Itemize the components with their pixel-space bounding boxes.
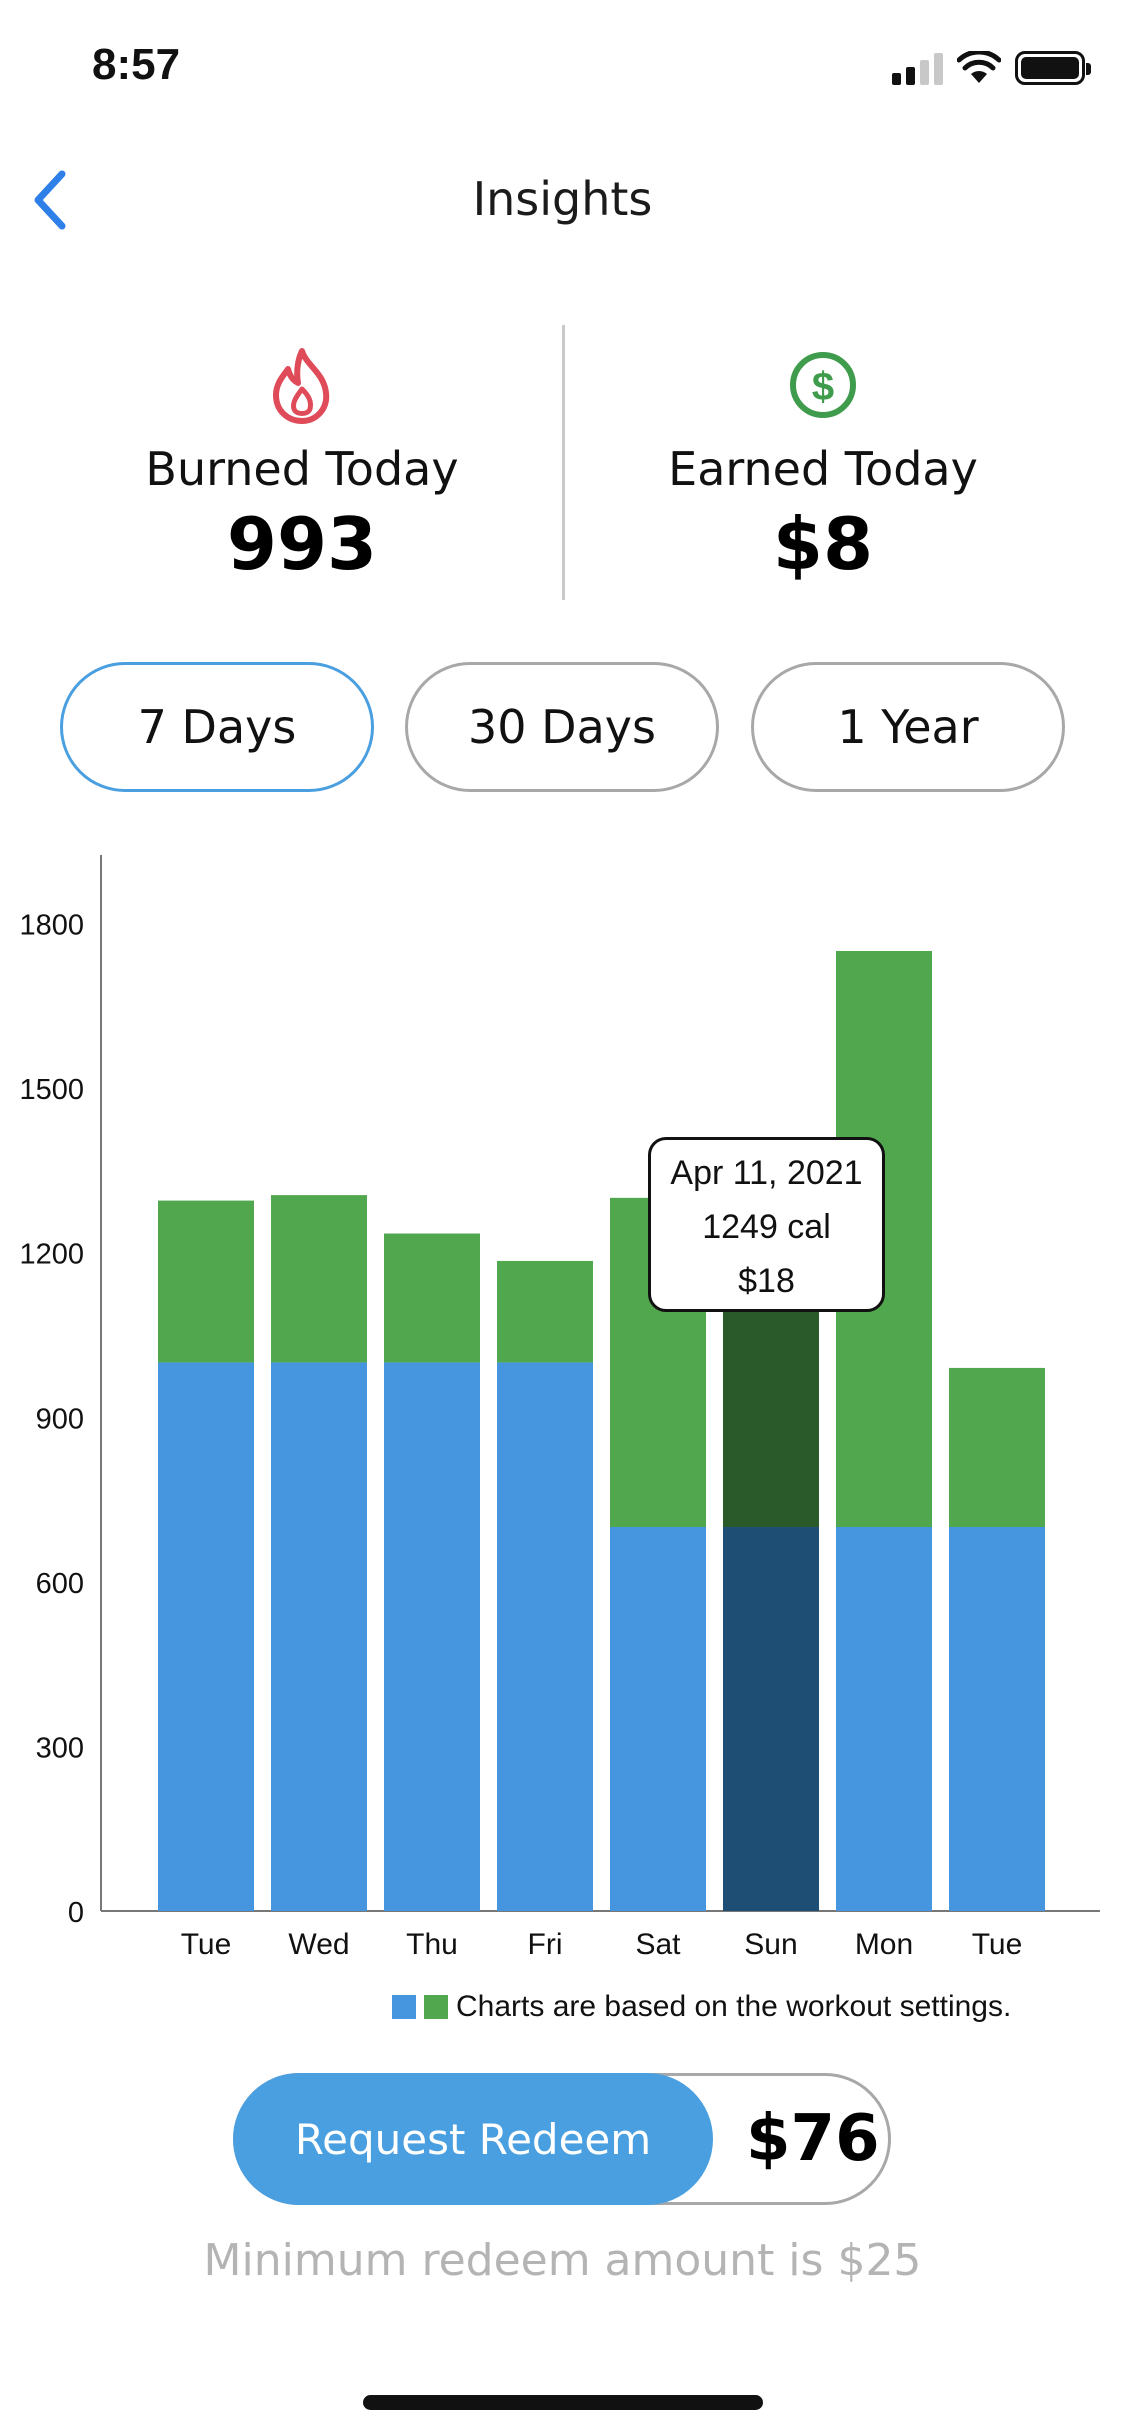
x-tick-label: Mon	[855, 1928, 913, 1961]
earned-today-label: Earned Today	[668, 442, 978, 496]
burned-today-value: 993	[226, 502, 378, 586]
minimum-redeem-note: Minimum redeem amount is $25	[203, 2235, 922, 2286]
y-tick-label: 1800	[19, 910, 84, 942]
bar-base-segment	[271, 1362, 367, 1911]
tooltip-date: Apr 11, 2021	[670, 1154, 863, 1192]
x-tick-label: Sat	[635, 1928, 681, 1961]
stats-divider	[562, 325, 565, 600]
back-button[interactable]	[20, 165, 80, 235]
x-tick-label: Tue	[181, 1928, 232, 1961]
status-icons	[892, 48, 1091, 88]
wifi-icon	[957, 51, 1001, 83]
earned-today-value: $8	[772, 502, 874, 586]
bar-base-segment	[610, 1527, 706, 1911]
calories-bar-chart: 0 300 600 900 1200 1500 1800 Tue Wed Thu Fri Sat Sun…	[19, 855, 1100, 1961]
page-title: Insights	[472, 172, 653, 226]
svg-text:$: $	[812, 365, 834, 409]
legend-swatch-green	[424, 1995, 448, 2019]
y-tick-label: 300	[36, 1732, 84, 1764]
burned-today-stat: Burned Today 993	[22, 345, 582, 586]
request-redeem-button[interactable]: Request Redeem	[233, 2073, 713, 2205]
bar-base-segment	[836, 1527, 932, 1911]
chart-legend: Charts are based on the workout settings…	[392, 1990, 1011, 2024]
signal-icon	[892, 51, 943, 85]
y-tick-label: 1200	[19, 1239, 84, 1271]
period-7-days-button[interactable]: 7 Days	[60, 662, 374, 792]
x-tick-label: Thu	[406, 1928, 458, 1961]
tooltip-calories: 1249 cal	[702, 1208, 831, 1246]
legend-text: Charts are based on the workout settings…	[456, 1990, 1012, 2023]
redeem-balance: $76	[746, 2102, 880, 2176]
status-time: 8:57	[92, 40, 181, 89]
battery-icon	[1015, 51, 1091, 85]
bar-top-segment	[949, 1367, 1045, 1527]
y-tick-label: 900	[36, 1403, 84, 1435]
flame-icon	[273, 348, 330, 424]
x-tick-label: Sun	[744, 1928, 797, 1961]
bar-top-segment	[271, 1195, 367, 1363]
bar-base-segment	[497, 1362, 593, 1911]
y-tick-label: 600	[36, 1568, 84, 1600]
x-tick-label: Tue	[972, 1928, 1023, 1961]
bar-base-segment	[949, 1527, 1045, 1911]
home-indicator[interactable]	[363, 2395, 763, 2410]
bar-base-segment	[158, 1362, 254, 1911]
legend-swatch-blue	[392, 1995, 416, 2019]
earned-today-stat: $ Earned Today $8	[543, 345, 1103, 586]
y-tick-label: 0	[68, 1897, 84, 1929]
x-tick-label: Fri	[528, 1928, 563, 1961]
chart-tooltip: Apr 11, 2021 1249 cal $18	[648, 1137, 885, 1312]
bar-top-segment	[497, 1260, 593, 1363]
period-30-days-button[interactable]: 30 Days	[405, 662, 719, 792]
bar-base-segment	[384, 1362, 480, 1911]
period-1-year-button[interactable]: 1 Year	[751, 662, 1065, 792]
redeem-container: Request Redeem $76	[233, 2073, 891, 2205]
bar-top-segment	[158, 1200, 254, 1363]
x-tick-label: Wed	[288, 1928, 349, 1961]
tooltip-amount: $18	[738, 1262, 795, 1300]
dollar-circle-icon: $	[790, 352, 856, 418]
y-tick-label: 1500	[19, 1074, 84, 1106]
chevron-left-icon	[34, 170, 66, 230]
bar-base-segment	[723, 1527, 819, 1911]
burned-today-label: Burned Today	[145, 442, 459, 496]
bar-top-segment	[384, 1233, 480, 1363]
